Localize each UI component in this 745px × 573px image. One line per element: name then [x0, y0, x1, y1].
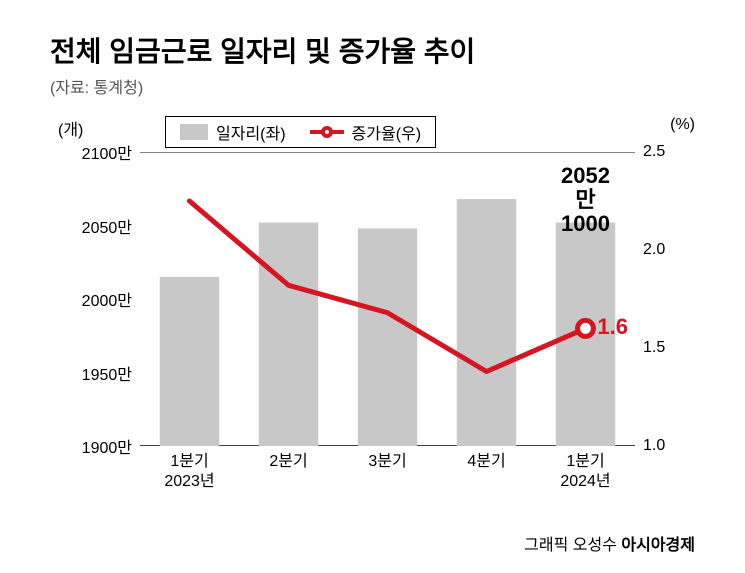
x-tick: 1분기2023년 — [164, 452, 214, 492]
y-left-tick: 2050만 — [82, 214, 132, 238]
chart-area: (개) (%) 일자리(좌) 증가율(우) 1900만1950만2000만205… — [50, 122, 695, 502]
y-left-tick: 1900만 — [82, 434, 132, 458]
y-right-axis-labels: 1.01.52.02.5 — [635, 152, 695, 446]
chart-title: 전체 임금근로 일자리 및 증가율 추이 — [50, 30, 695, 70]
legend-bar-swatch — [180, 124, 208, 140]
y-left-axis-labels: 1900만1950만2000만2050만2100만 — [50, 152, 140, 446]
credit-author: 그래픽 오성수 — [524, 537, 621, 554]
legend-line: 증가율(우) — [310, 120, 422, 144]
x-tick: 3분기 — [368, 452, 406, 472]
y-right-tick: 2.0 — [643, 241, 665, 259]
y-right-tick: 2.5 — [643, 143, 665, 161]
legend-bar-label: 일자리(좌) — [216, 120, 286, 144]
x-tick: 1분기2024년 — [560, 452, 610, 492]
credit-brand: 아시아경제 — [621, 537, 695, 554]
plot-region: 2052만 1000 1.6 — [140, 152, 635, 446]
x-tick: 2분기 — [269, 452, 307, 472]
x-tick: 4분기 — [467, 452, 505, 472]
legend-line-label: 증가율(우) — [352, 120, 422, 144]
chart-subtitle: (자료: 통계청) — [50, 74, 695, 98]
callout-rate-value: 1.6 — [597, 314, 628, 340]
y-right-unit: (%) — [670, 116, 695, 134]
x-axis-labels: 1분기2023년 2분기 3분기 4분기 1분기2024년 — [140, 446, 635, 502]
legend: 일자리(좌) 증가율(우) — [165, 116, 436, 148]
y-left-tick: 2000만 — [82, 287, 132, 311]
y-right-tick: 1.0 — [643, 437, 665, 455]
y-left-unit: (개) — [58, 116, 83, 140]
credit-line: 그래픽 오성수 아시아경제 — [524, 531, 695, 555]
y-left-tick: 1950만 — [82, 361, 132, 385]
legend-line-swatch — [310, 124, 344, 140]
y-right-tick: 1.5 — [643, 339, 665, 357]
legend-bar: 일자리(좌) — [180, 120, 286, 144]
y-left-tick: 2100만 — [82, 140, 132, 164]
callout-bar-value: 2052만 1000 — [561, 164, 611, 237]
